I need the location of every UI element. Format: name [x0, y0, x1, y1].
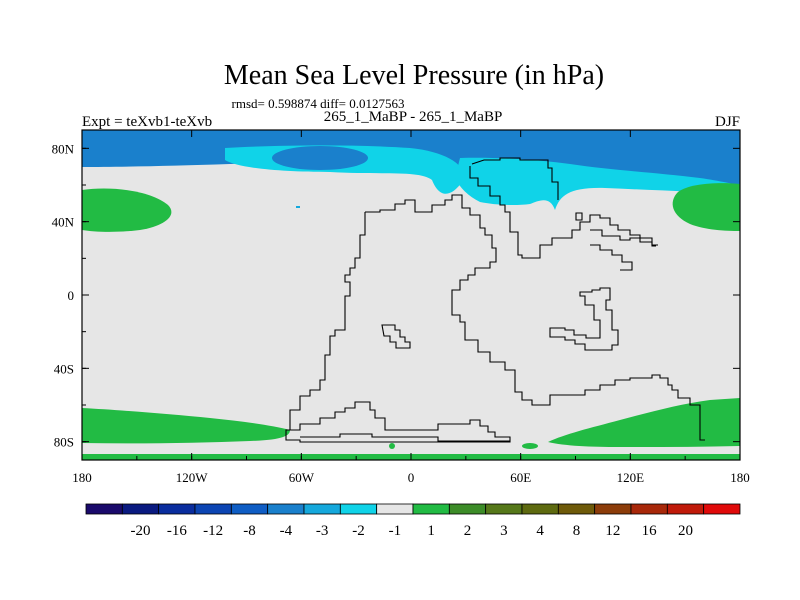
- colorbar-swatch-12: [521, 503, 559, 515]
- colorbar-label-7: -1: [389, 523, 402, 539]
- colorbar-swatch-0: [85, 503, 123, 515]
- colorbar-swatch-9: [412, 503, 450, 515]
- colorbar-swatch-17: [703, 503, 741, 515]
- colorbar-swatch-7: [339, 503, 378, 515]
- colorbar-swatch-11: [485, 503, 523, 515]
- y-tick-label-4: 80S: [54, 435, 74, 450]
- x-tick-label-3: 0: [408, 470, 415, 485]
- colorbar-swatch-2: [158, 503, 196, 515]
- east-arm-outline: [590, 229, 656, 247]
- y-tick-label-3: 40S: [54, 361, 74, 376]
- colorbar-label-2: -12: [203, 523, 223, 539]
- colorbar-swatch-4: [230, 503, 269, 515]
- north-pacific-low: [455, 157, 740, 210]
- y-tick-label-1: 40N: [52, 215, 75, 230]
- small-mark: [575, 212, 583, 221]
- colorbar-swatch-8: [376, 503, 414, 515]
- tiny-spot: [296, 206, 300, 208]
- north-polar-core-blob: [272, 146, 368, 170]
- colorbar-swatch-3: [194, 503, 232, 515]
- colorbar-label-4: -4: [280, 523, 293, 539]
- axes: 180 120W 60W 0 60E 120E 180 80N 40N 0 40S 80S: [52, 130, 750, 485]
- continent-outline-main: [469, 157, 658, 259]
- colorbar-label-13: 12: [605, 523, 620, 539]
- southern-ocean-east: [548, 398, 740, 447]
- colorbar-swatch-10: [448, 503, 487, 515]
- colorbar-swatch-16: [666, 503, 705, 515]
- continent-outline-center: [365, 194, 705, 441]
- colorbar-label-10: 3: [500, 523, 508, 539]
- colorbar-swatch-13: [557, 503, 596, 515]
- x-tick-label-0: 180: [72, 470, 92, 485]
- colorbar-label-9: 2: [464, 523, 472, 539]
- season-label: DJF: [715, 114, 740, 130]
- colorbar-label-15: 20: [678, 523, 693, 539]
- colorbar-label-8: 1: [427, 523, 435, 539]
- y-tick-label-0: 80N: [52, 141, 75, 156]
- colorbar-label-12: 8: [573, 523, 581, 539]
- x-tick-label-1: 120W: [176, 470, 209, 485]
- colorbar-label-0: -20: [131, 523, 151, 539]
- x-tick-label-2: 60W: [289, 470, 315, 485]
- continent-outlines: [285, 157, 705, 443]
- north-pacific-high-west: [82, 188, 172, 232]
- antarctic-coast-spot: [389, 443, 395, 449]
- experiment-label: Expt = teXvb1-teXvb: [82, 114, 212, 130]
- x-tick-label-4: 60E: [510, 470, 531, 485]
- colorbar-label-5: -3: [316, 523, 329, 539]
- southern-ocean-west: [82, 408, 290, 444]
- antarctic-coast-spot-east: [522, 443, 538, 449]
- colorbar-label-11: 4: [536, 523, 544, 539]
- colorbar-swatch-14: [594, 503, 632, 515]
- continent-outline-west: [285, 212, 511, 443]
- continent-outline-hook: [549, 287, 619, 351]
- colorbar-swatch-1: [121, 503, 160, 515]
- colorbar-label-1: -16: [167, 523, 187, 539]
- island-outline: [381, 324, 411, 349]
- antarctic-outline: [300, 433, 510, 442]
- colorbar-label-3: -8: [243, 523, 256, 539]
- colorbar-label-6: -2: [352, 523, 365, 539]
- colorbar-swatch-6: [303, 503, 341, 515]
- x-tick-label-6: 180: [730, 470, 750, 485]
- colorbar-label-14: 16: [642, 523, 658, 539]
- colorbar-swatch-15: [630, 503, 668, 515]
- x-tick-label-5: 120E: [617, 470, 645, 485]
- chart-title: Mean Sea Level Pressure (in hPa): [224, 60, 604, 91]
- y-tick-label-2: 0: [68, 288, 75, 303]
- stats-line: rmsd= 0.598874 diff= 0.0127563: [232, 96, 405, 111]
- north-pacific-high-east: [672, 183, 740, 231]
- subtitle: 265_1_MaBP - 265_1_MaBP: [324, 109, 503, 125]
- east-arm-inner: [590, 244, 633, 271]
- colorbar-swatch-5: [267, 503, 305, 515]
- map-field: [81, 129, 741, 461]
- colorbar: -20 -16 -12 -8 -4 -3 -2 -1 1 2 3 4 8 12 16 20: [85, 503, 741, 539]
